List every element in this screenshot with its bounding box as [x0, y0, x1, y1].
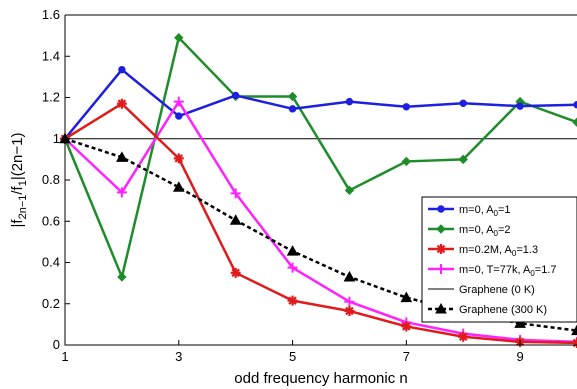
y-tick-label: 0.4	[42, 255, 60, 270]
series-1-point	[572, 117, 577, 127]
series-3-point	[173, 96, 184, 107]
series-3-point	[230, 188, 241, 199]
y-tick-label: 0	[53, 337, 60, 352]
x-tick-label: 1	[61, 349, 68, 364]
legend-entry-0: m=0, A0=1	[428, 204, 511, 218]
series-3-point	[116, 187, 127, 198]
legend-label-sub: 0	[494, 209, 499, 218]
series-0-point	[118, 65, 126, 74]
x-tick-label: 9	[516, 349, 523, 364]
axis-layer: 0 0.2 0.4 0.6 0.8 1 1.2 1.4 1.6 1 3 5 7 9	[42, 7, 577, 364]
series-3-point	[344, 296, 355, 307]
y-tick-label: 1.4	[42, 48, 60, 63]
legend-label-end: =1.3	[516, 244, 538, 256]
series-0-point	[345, 97, 354, 106]
legend-marker-3	[436, 264, 446, 274]
y-tick-label: 1	[53, 131, 60, 146]
legend: m=0, A0=1m=0, A0=2m=0.2M, A0=1.3m=0, T=7…	[421, 196, 577, 323]
legend-label-sub: 0	[530, 269, 535, 278]
series-1-point	[174, 32, 184, 43]
legend-label-main: Graphene (300 K)	[459, 304, 547, 316]
legend-label-0: m=0, A0=1	[459, 204, 511, 218]
series-5-point	[229, 214, 242, 225]
legend-label-main: m=0.2M, A	[459, 244, 513, 256]
series-0	[61, 65, 577, 143]
series-0-point	[459, 99, 467, 107]
series-0-point	[288, 105, 297, 113]
series-line-1	[63, 36, 577, 279]
series-0-point	[175, 112, 183, 120]
series-5-point	[172, 181, 185, 192]
series-layer	[59, 32, 577, 348]
series-2-point	[230, 267, 241, 278]
series-2-point	[458, 331, 469, 342]
series-line-0	[64, 68, 577, 140]
series-1-point	[401, 156, 412, 167]
x-tick-label: 7	[403, 349, 410, 364]
legend-label-sub: 0	[494, 229, 499, 238]
x-axis-title: odd frequency harmonic n	[234, 370, 407, 387]
legend-label-1: m=0, A0=2	[459, 224, 511, 238]
series-line-3	[64, 100, 577, 344]
legend-label-5: Graphene (300 K)	[459, 304, 547, 316]
y-axis-title-end: |(2n−1)	[9, 132, 26, 180]
series-5-point	[514, 317, 526, 328]
series-0-point	[516, 102, 524, 110]
legend-entry-3: m=0, T=77k, A0=1.7	[428, 264, 557, 278]
series-2-point	[287, 295, 298, 306]
series-5-point	[400, 291, 413, 303]
y-tick-label: 1.6	[42, 7, 60, 22]
legend-marker-0	[437, 205, 445, 213]
legend-label-3: m=0, T=77k, A0=1.7	[459, 264, 557, 278]
legend-label-main: m=0, A	[459, 224, 494, 236]
legend-label-4: Graphene (0 K)	[459, 284, 535, 296]
series-line-2	[64, 102, 577, 345]
series-0-point	[231, 91, 240, 100]
y-axis-title-main: |f	[9, 219, 26, 228]
y-axis-title: |f2n−1/f1|(2n−1)	[9, 132, 29, 227]
legend-label-sub: 0	[512, 249, 517, 258]
series-1-point	[117, 272, 127, 282]
x-tick-label: 3	[175, 349, 182, 364]
series-1-point	[344, 185, 355, 196]
series-2-point	[173, 153, 184, 164]
y-axis-title-sub2: 1	[17, 180, 29, 186]
legend-box	[421, 196, 577, 323]
series-1-point	[458, 154, 468, 165]
series-0-point	[402, 103, 411, 111]
legend-entry-4: Graphene (0 K)	[428, 284, 535, 296]
legend-marker-5	[435, 302, 447, 314]
y-axis-title-mid: /f	[9, 185, 26, 194]
legend-label-end: =2	[498, 224, 511, 236]
legend-entry-2: m=0.2M, A0=1.3	[428, 244, 538, 258]
legend-label-end: =1	[498, 204, 511, 216]
y-tick-label: 0.2	[42, 296, 60, 311]
y-tick-label: 1.2	[42, 90, 60, 105]
legend-marker-2	[436, 244, 446, 254]
x-tick-label: 5	[289, 349, 296, 364]
y-tick-label: 0.6	[42, 213, 60, 228]
series-2-point	[344, 305, 355, 316]
series-5-point	[116, 151, 128, 162]
legend-label-2: m=0.2M, A0=1.3	[459, 244, 538, 258]
legend-label-end: =1.7	[535, 264, 557, 276]
legend-entry-1: m=0, A0=2	[428, 224, 511, 238]
series-5-point	[343, 270, 356, 282]
y-tick-label: 0.8	[42, 172, 60, 187]
series-3-point	[287, 262, 298, 273]
legend-label-main: Graphene (0 K)	[459, 284, 535, 296]
series-5-point	[286, 245, 299, 256]
legend-label-main: m=0, A	[459, 204, 494, 216]
series-2-point	[401, 321, 412, 332]
legend-entry-5: Graphene (300 K)	[428, 302, 547, 316]
legend-label-main: m=0, T=77k, A	[459, 264, 531, 276]
series-2-point	[116, 98, 127, 109]
series-5-point	[571, 324, 577, 336]
legend-marker-1	[436, 224, 446, 234]
series-1-point	[287, 91, 298, 102]
y-axis-title-sub1: 2n−1	[17, 195, 29, 220]
